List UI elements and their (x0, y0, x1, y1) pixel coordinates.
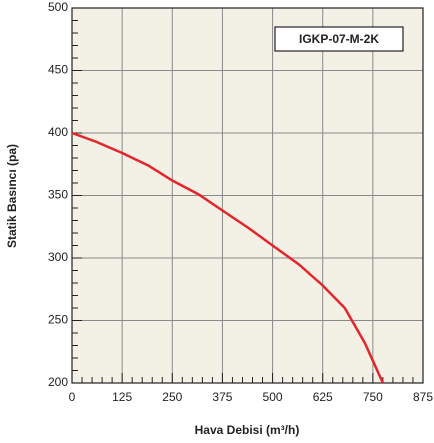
x-tick-label: 625 (313, 390, 333, 404)
y-tick-label: 500 (48, 0, 68, 14)
y-axis-label: Statik Basıncı (pa) (5, 144, 19, 248)
x-tick-label: 750 (363, 390, 383, 404)
x-axis-label: Hava Debisi (m³/h) (195, 423, 300, 437)
y-tick-label: 250 (48, 313, 68, 327)
x-tick-label: 125 (112, 390, 132, 404)
y-tick-label: 300 (48, 250, 68, 264)
legend-label: IGKP-07-M-2K (299, 32, 379, 46)
y-tick-label: 450 (48, 63, 68, 77)
x-tick-label: 250 (162, 390, 182, 404)
legend-box (274, 26, 404, 52)
plot-frame (71, 7, 424, 384)
x-tick-label: 875 (413, 390, 433, 404)
y-tick-label: 400 (48, 125, 68, 139)
y-tick-label: 350 (48, 188, 68, 202)
series-line (71, 131, 385, 384)
x-tick-label: 500 (263, 390, 283, 404)
legend: IGKP-07-M-2K (274, 26, 404, 52)
x-tick-label: 0 (69, 390, 76, 404)
y-tick-label: 200 (48, 375, 68, 389)
x-tick-label: 375 (212, 390, 232, 404)
